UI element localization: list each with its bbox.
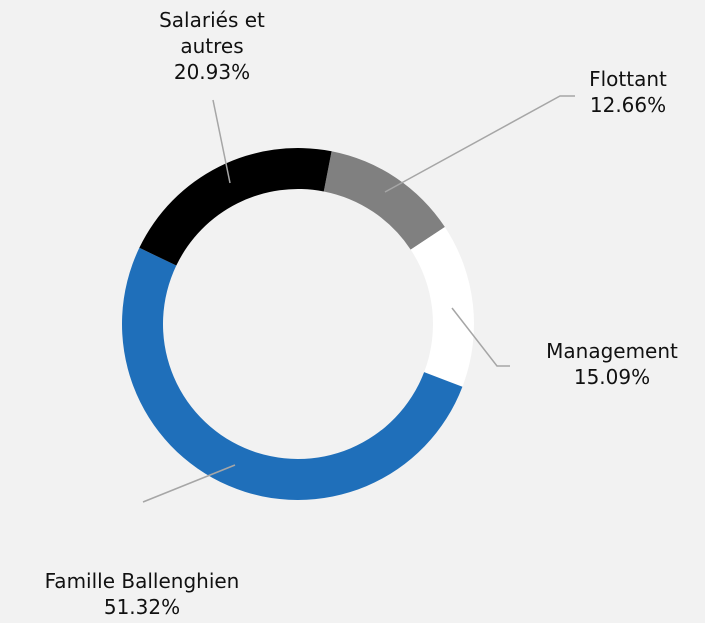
leader-line	[212, 99, 231, 184]
donut-segment	[323, 151, 445, 250]
value-label: 51.32%	[103, 595, 181, 619]
donut-segment	[410, 227, 474, 387]
category-label: Famille Ballenghien	[44, 569, 240, 593]
data-label: Flottant 12.66%	[589, 66, 667, 118]
value-label: 20.93%	[173, 60, 251, 84]
leader-line	[451, 307, 510, 367]
category-label: Salariés et autres	[159, 8, 265, 58]
donut-segment	[122, 247, 463, 500]
donut-segment	[139, 147, 332, 266]
value-label: 15.09%	[573, 365, 651, 389]
leader-line	[384, 95, 575, 193]
category-label: Flottant	[589, 67, 667, 91]
data-label: Famille Ballenghien 51.32%	[45, 568, 240, 620]
data-label: Management 15.09%	[546, 338, 678, 390]
category-label: Management	[546, 339, 678, 363]
leader-line	[142, 464, 236, 503]
data-label: Salariés et autres 20.93%	[137, 7, 287, 85]
value-label: 12.66%	[589, 93, 667, 117]
